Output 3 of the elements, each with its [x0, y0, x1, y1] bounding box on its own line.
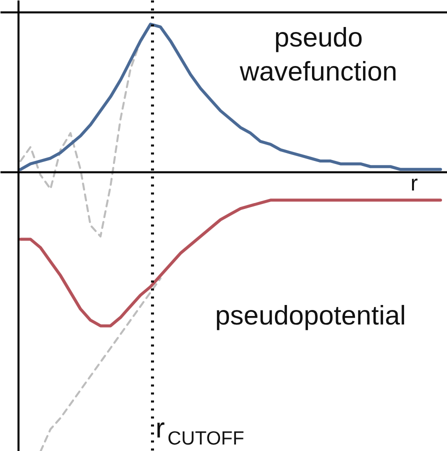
series-label: pseudo wavefunction	[238, 22, 398, 86]
x-axis-title: r	[410, 170, 418, 196]
text: pseudopotential	[215, 300, 406, 330]
